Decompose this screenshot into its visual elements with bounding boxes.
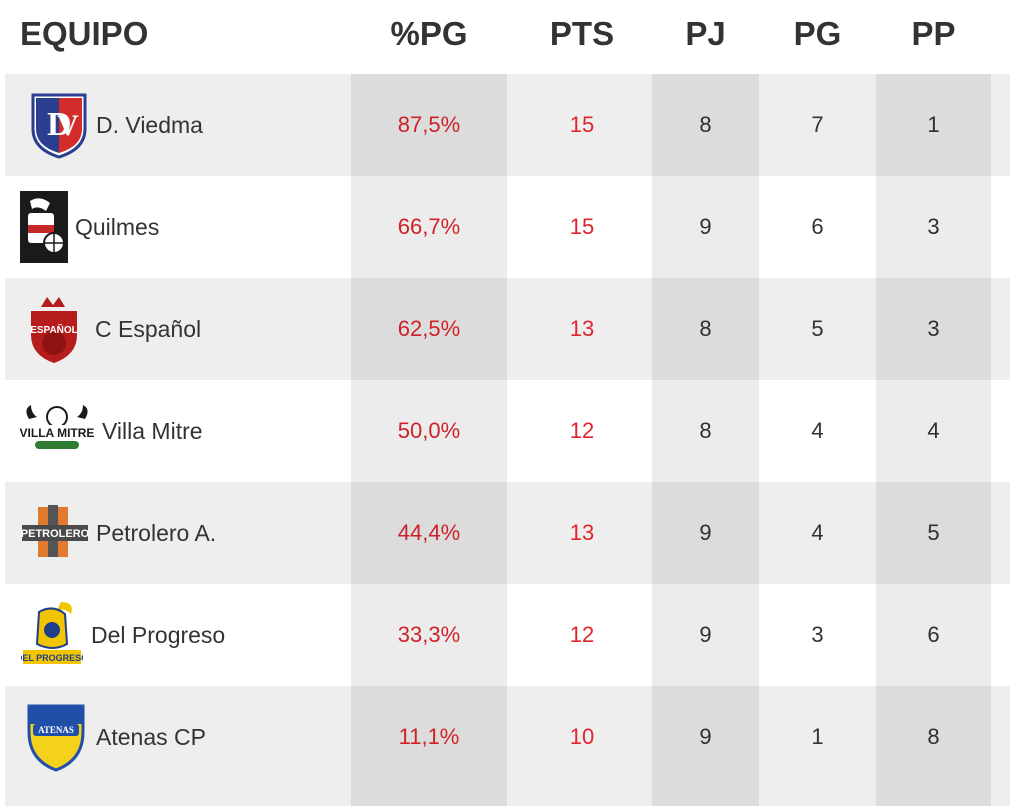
pg-cell: 4 [811, 520, 824, 545]
pp-cell: 3 [927, 214, 940, 239]
pg-cell: 3 [811, 622, 824, 647]
svg-text:VILLA MITRE: VILLA MITRE [20, 426, 95, 440]
table-row[interactable]: DEL PROGRESO Del Progreso 33,3% 12 9 3 6 [5, 584, 1010, 686]
team-name: Atenas CP [96, 724, 206, 750]
header-pp[interactable]: PP [911, 15, 956, 52]
pg-cell: 1 [811, 724, 824, 749]
pp-cell: 6 [927, 622, 940, 647]
pp-cell: 8 [927, 724, 940, 749]
pj-cell: 9 [699, 520, 712, 545]
team-name: D. Viedma [96, 112, 203, 138]
svg-text:ESPAÑOL: ESPAÑOL [30, 323, 78, 336]
quilmes-crest-icon [20, 191, 68, 263]
del-progreso-crest-icon: DEL PROGRESO [21, 598, 83, 672]
pct-cell: 33,3% [397, 622, 461, 647]
header-pj[interactable]: PJ [685, 15, 726, 52]
pj-cell: 9 [699, 214, 712, 239]
pg-cell: 6 [811, 214, 824, 239]
petrolero-crest-icon: PETROLERO [20, 503, 90, 563]
atenas-crest-icon: ATENAS [25, 702, 87, 772]
pp-cell: 3 [927, 316, 940, 341]
table-row[interactable]: Quilmes 66,7% 15 9 6 3 [5, 176, 1010, 278]
pct-cell: 66,7% [397, 214, 461, 239]
svg-text:D: D [47, 106, 72, 143]
team-name: Quilmes [75, 214, 160, 240]
pts-cell: 15 [569, 214, 595, 239]
team-name: Petrolero A. [96, 520, 217, 546]
svg-text:PETROLERO: PETROLERO [21, 528, 90, 540]
table-row[interactable]: PETROLERO Petrolero A. 44,4% 13 9 4 5 [5, 482, 1010, 584]
pts-cell: 15 [569, 112, 595, 137]
pp-cell: 5 [927, 520, 940, 545]
pts-cell: 12 [569, 418, 595, 443]
header-pts[interactable]: PTS [549, 15, 615, 52]
pp-column-shade [876, 74, 991, 806]
table-row[interactable]: VILLA MITRE Villa Mitre 50,0% 12 8 4 4 [5, 380, 1010, 482]
pg-cell: 5 [811, 316, 824, 341]
team-name: C Español [95, 316, 202, 342]
club-espanol-crest-icon: ESPAÑOL [25, 293, 83, 365]
villa-mitre-crest-icon: VILLA MITRE [19, 403, 95, 459]
pj-cell: 8 [699, 112, 712, 137]
pj-cell: 8 [699, 418, 712, 443]
pts-cell: 13 [569, 520, 595, 545]
pts-cell: 10 [569, 724, 595, 749]
pj-column-shade [652, 74, 759, 806]
table-row[interactable]: D V D. Viedma 87,5% 15 8 7 1 [5, 74, 1010, 176]
svg-text:ATENAS: ATENAS [38, 725, 74, 735]
svg-text:DEL PROGRESO: DEL PROGRESO [21, 653, 83, 663]
table-header: EQUIPO %PG PTS PJ PG PP [0, 0, 1010, 74]
pct-cell: 87,5% [397, 112, 461, 137]
table-row[interactable]: ESPAÑOL C Español 62,5% 13 8 5 3 [5, 278, 1010, 380]
header-pct[interactable]: %PG [390, 15, 468, 52]
header-team[interactable]: EQUIPO [20, 15, 149, 52]
pp-cell: 4 [927, 418, 940, 443]
pct-cell: 44,4% [397, 520, 461, 545]
pct-cell: 62,5% [397, 316, 461, 341]
header-pg[interactable]: PG [793, 15, 842, 52]
pj-cell: 8 [699, 316, 712, 341]
pj-cell: 9 [699, 724, 712, 749]
team-name: Villa Mitre [102, 418, 203, 444]
pp-cell: 1 [927, 112, 940, 137]
pg-cell: 4 [811, 418, 824, 443]
table-row[interactable]: ATENAS Atenas CP 11,1% 10 9 1 8 [5, 686, 1010, 806]
pts-cell: 12 [569, 622, 595, 647]
pct-cell: 11,1% [398, 724, 460, 749]
deportivo-viedma-shield-icon: D V [27, 89, 91, 161]
svg-text:V: V [57, 109, 79, 142]
pj-cell: 9 [699, 622, 712, 647]
pct-column-shade [351, 74, 507, 806]
pg-cell: 7 [811, 112, 824, 137]
pts-cell: 13 [569, 316, 595, 341]
team-name: Del Progreso [91, 622, 226, 648]
pct-cell: 50,0% [397, 418, 461, 443]
